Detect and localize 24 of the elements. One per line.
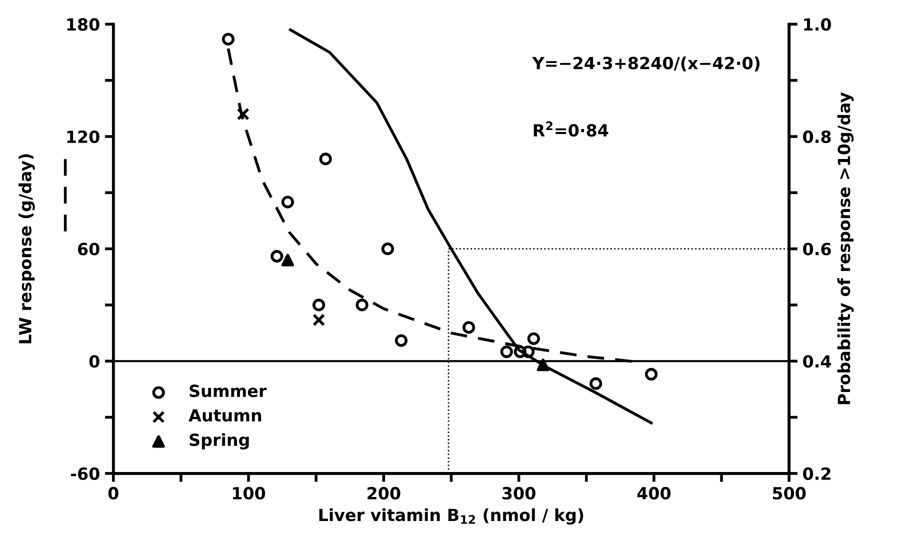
y2-tick-label: 1.0: [804, 18, 832, 31]
y2-tick-label: 0.6: [803, 242, 831, 256]
y-tick-label: 120: [67, 130, 100, 144]
x-tick-label: 200: [368, 486, 400, 500]
x-tick-label: 400: [637, 486, 671, 500]
y-tick-label: 180: [67, 18, 100, 31]
y-axis-title: LW response (g/day): [18, 154, 35, 344]
y-tick-label: 60: [78, 242, 100, 256]
y2-tick-label: 0.2: [803, 467, 830, 480]
y2-axis-title: Probability of response >10g/day: [837, 92, 854, 404]
x-axis-title: Liver vitamin B$_{12}$ (nmol / kg): [319, 508, 584, 525]
legend-label: Spring: [190, 433, 249, 450]
legend-label: Autumn: [188, 409, 262, 422]
x-tick-label: 100: [233, 486, 266, 500]
y-tick-label: -60: [70, 467, 100, 480]
x-tick-label: 0: [108, 486, 118, 500]
y2-tick-label: 0.4: [803, 355, 832, 368]
x-tick-label: 500: [772, 486, 806, 500]
annotation: R$^{2}$=0·84: [534, 121, 608, 137]
x-tick-label: 300: [502, 486, 536, 500]
y2-tick-label: 0.8: [803, 130, 831, 144]
annotation: Y=−24·3+8240/(x−42·0): [532, 56, 760, 72]
y-tick-label: 0: [89, 355, 100, 368]
legend-label: Summer: [190, 384, 267, 398]
